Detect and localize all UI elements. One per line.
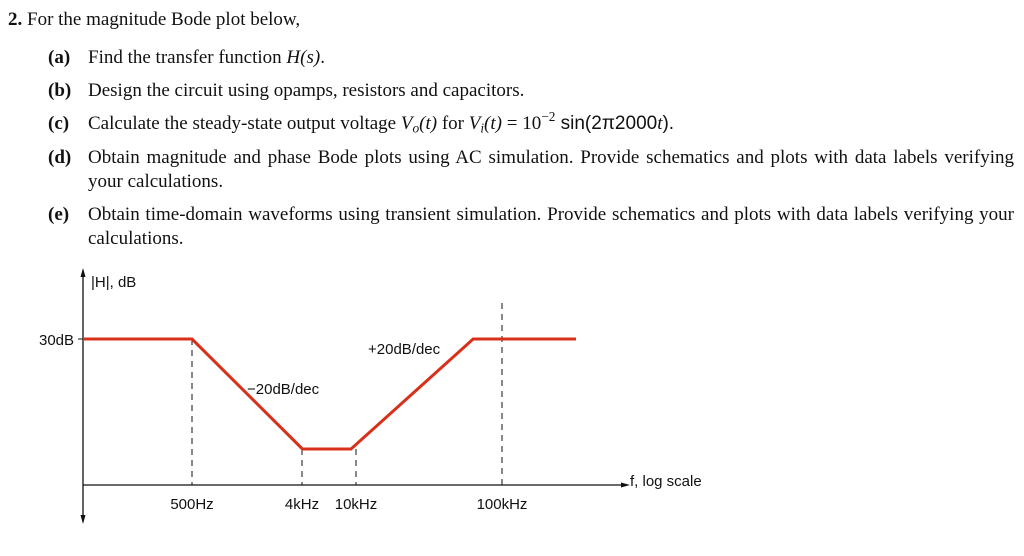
x-tick-label-4khz: 4kHz (285, 496, 319, 513)
part-c-label: (c) (48, 113, 70, 134)
part-e-text: Obtain time-domain waveforms using trans… (88, 204, 1014, 249)
x-axis-arrow (621, 482, 630, 488)
x-axis-label: f, log scale (630, 473, 702, 490)
x-tick-label-100khz: 100kHz (477, 496, 528, 513)
x-tick-label-10khz: 10kHz (335, 496, 378, 513)
part-b-text: Design the circuit using opamps, resisto… (88, 80, 525, 101)
part-a-text: Find the transfer function H(s). (88, 47, 325, 68)
y-axis-up-arrow (80, 268, 86, 277)
problem-intro: For the magnitude Bode plot below, (27, 9, 301, 30)
problem-heading: 2. For the magnitude Bode plot below, (8, 8, 300, 32)
part-b-label: (b) (48, 80, 72, 101)
x-tick-label-500hz: 500Hz (170, 496, 213, 513)
problem-number: 2. (8, 9, 23, 30)
transfer-function-symbol: H(s) (286, 47, 321, 68)
magnitude-curve (83, 337, 576, 451)
part-a-label: (a) (48, 47, 71, 68)
y-tick-label-30db: 30dB (39, 332, 74, 349)
slope-annotation-minus20: −20dB/dec (247, 381, 320, 398)
slope-annotation-plus20: +20dB/dec (368, 341, 441, 358)
part-e-label: (e) (48, 204, 70, 225)
part-d-text: Obtain magnitude and phase Bode plots us… (88, 147, 1014, 192)
y-axis-label: |H|, dB (91, 274, 136, 291)
part-c-text: Calculate the steady-state output voltag… (88, 109, 675, 136)
y-axis-down-arrow (80, 515, 86, 524)
part-d-label: (d) (48, 147, 72, 168)
